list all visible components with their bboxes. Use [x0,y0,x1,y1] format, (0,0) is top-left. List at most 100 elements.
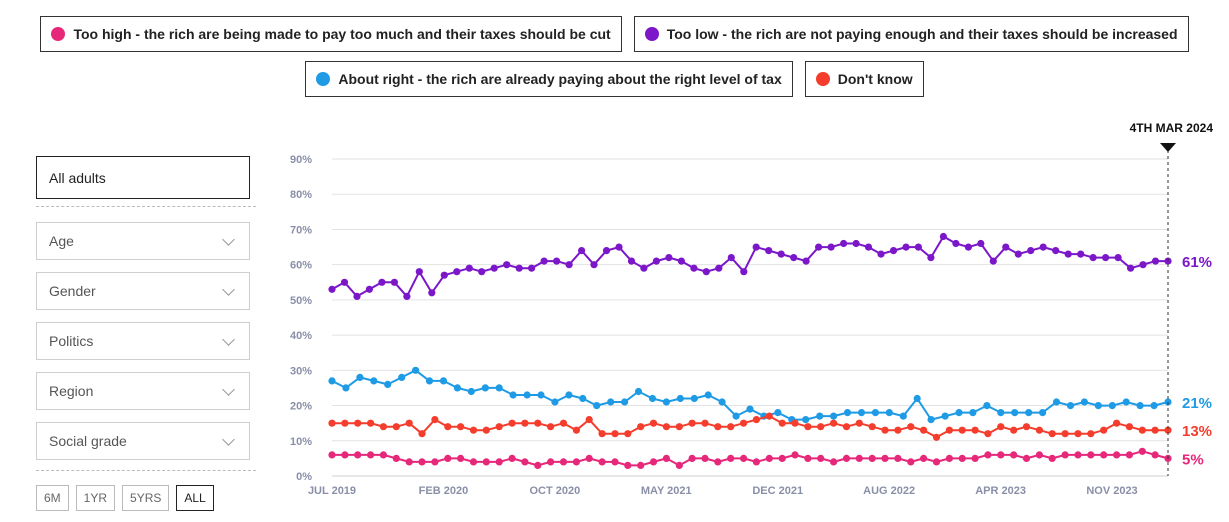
data-point [1077,250,1085,258]
data-point [662,454,671,462]
data-point [465,264,473,272]
data-point [482,426,490,434]
data-point [997,423,1005,431]
data-point [611,430,619,438]
data-point [431,458,439,466]
data-point [816,412,824,420]
data-point [1035,426,1043,434]
filter-sidebar: All adults Age Gender Politics Region So… [36,156,256,471]
data-point [1151,257,1160,265]
data-point [495,384,503,392]
data-point [740,419,748,427]
range-1yr-button[interactable]: 1YR [75,485,116,511]
data-point [428,289,436,297]
data-point [469,458,478,466]
data-point [1011,409,1019,417]
data-point [902,243,910,251]
data-point [342,384,350,392]
data-point [1100,426,1108,434]
data-point [585,454,593,462]
data-point [688,419,696,427]
data-point [932,458,941,466]
data-point [367,419,375,427]
data-point [621,398,629,406]
data-point [885,409,893,417]
filter-gender-dropdown[interactable]: Gender [36,272,250,310]
data-point [899,412,907,420]
data-point [537,391,545,399]
data-point [572,458,581,466]
data-point [547,458,555,466]
data-point [1138,426,1146,434]
data-point [1039,243,1047,251]
data-point [453,384,461,392]
filter-label: Social grade [49,433,127,449]
range-all-button[interactable]: ALL [176,485,214,511]
filter-politics-dropdown[interactable]: Politics [36,322,250,360]
data-point [534,419,542,427]
legend-dot-icon [644,27,659,41]
data-point [528,264,536,272]
data-point [778,454,786,462]
data-point [774,409,782,417]
data-point [1061,430,1069,438]
data-point [927,416,935,424]
population-select[interactable]: All adults [36,156,250,199]
data-point [356,373,364,381]
range-5yrs-button[interactable]: 5YRS [122,485,170,511]
data-point [440,271,448,279]
data-point [328,285,336,293]
range-6m-button[interactable]: 6M [36,485,69,511]
x-tick-label: FEB 2020 [419,485,469,497]
filter-social-grade-dropdown[interactable]: Social grade [36,422,250,460]
data-point [341,451,349,459]
data-point [971,426,979,434]
data-point [1089,254,1097,262]
data-point [405,419,413,427]
x-tick-label: DEC 2021 [752,485,803,497]
data-point [1122,398,1130,406]
data-point [1150,402,1158,410]
data-point [857,409,866,417]
data-point [1022,423,1031,431]
data-point [1087,430,1095,438]
data-point [1113,419,1121,427]
data-point [418,458,426,466]
data-point [932,433,941,441]
legend-item-too-low[interactable]: Too low - the rich are not paying enough… [633,16,1189,52]
data-point [1074,430,1082,438]
filter-region-dropdown[interactable]: Region [36,372,250,410]
data-point [1074,451,1082,459]
series-end-label: 13% [1182,423,1212,440]
chevron-down-icon [222,332,235,346]
data-point [855,419,863,427]
data-point [1102,254,1110,262]
data-point [675,461,683,469]
data-point [521,458,529,466]
data-point [370,377,378,385]
legend-item-about-right[interactable]: About right - the rich are already payin… [305,61,793,97]
data-point [920,426,928,434]
data-point [467,387,475,396]
data-point [607,398,615,406]
data-point [718,398,726,406]
data-point [649,458,658,466]
data-point [431,416,439,424]
filter-label: Region [49,383,94,399]
legend-item-too-high[interactable]: Too high - the rich are being made to pa… [40,16,622,52]
data-point [392,454,400,462]
filter-age-dropdown[interactable]: Age [36,222,250,260]
data-point [328,377,336,385]
data-point [1127,264,1135,272]
data-point [1125,451,1133,459]
data-point [634,387,643,396]
data-point [398,373,406,381]
data-point [752,243,760,251]
data-point [941,412,949,420]
data-point [602,247,611,255]
data-point [559,419,568,427]
data-point [714,423,722,431]
chart-grid [332,158,1168,477]
legend-item-dont-know[interactable]: Don't know [804,61,924,97]
data-point [830,458,838,466]
